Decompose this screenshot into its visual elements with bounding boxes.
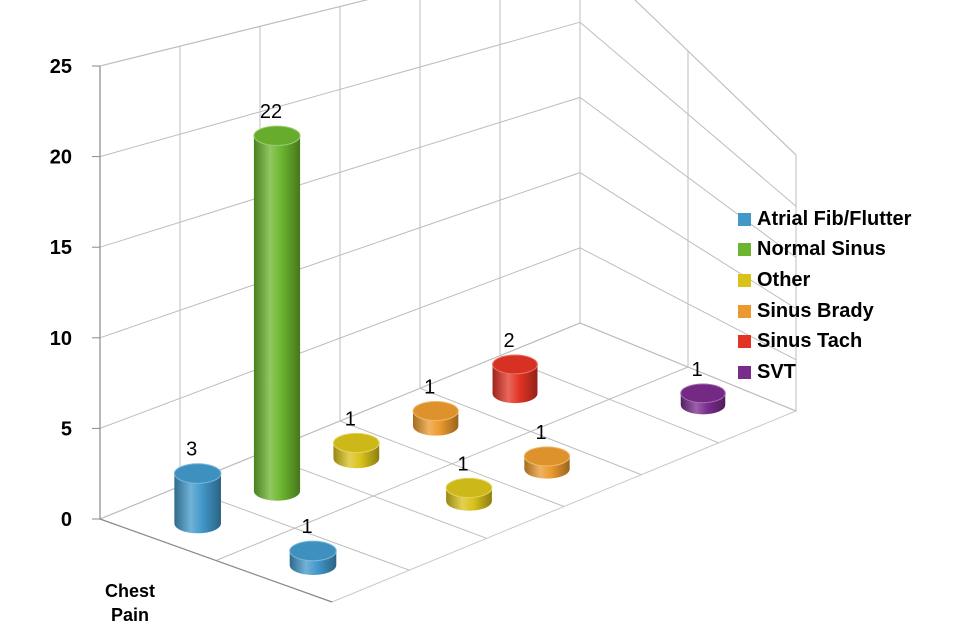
legend-swatch [738,273,751,287]
bar-other: 1 [445,453,493,511]
y-tick-label: 15 [50,237,72,259]
legend-swatch [738,304,751,318]
bar-top [680,383,726,404]
x-tick-label: Chest Pain [105,581,155,625]
bar-top [289,540,337,562]
x-tick-label-line: Pain [111,605,149,625]
y-tick-label: 5 [61,418,72,440]
legend-swatch [738,212,751,226]
data-label: 1 [424,376,435,398]
y-tick-label: 10 [50,328,72,350]
data-label: 3 [186,439,197,461]
legend-item: Sinus Tach [738,326,911,357]
data-label: 1 [345,408,356,430]
legend-item: SVT [738,357,911,388]
legend-swatch [738,335,751,349]
bar-atrial-fib-flutter: 3 [173,439,222,534]
bar-top [445,477,493,499]
data-label: 1 [535,422,546,444]
bar-top [332,432,380,454]
gridline-floor [215,366,689,561]
data-label: 22 [260,101,282,123]
legend-label: Sinus Brady [757,299,874,322]
bar-body [174,473,221,534]
bar-top [523,446,571,467]
bar-top [253,125,301,146]
bar-top [492,354,538,375]
y-axis: 0 5 10 15 20 25 [50,56,100,531]
chart-grid [98,0,798,603]
legend-label: Atrial Fib/Flutter [757,207,912,230]
data-label: 1 [301,516,312,538]
y-tick-label: 25 [50,56,72,78]
bar-sinus-brady: 1 [412,376,459,436]
bar-sinus-tach: 2 [492,330,538,404]
legend-label: Normal Sinus [757,238,886,261]
chart-legend: Atrial Fib/Flutter Normal Sinus Other Si… [738,204,911,388]
bar-normal-sinus: 22 [253,101,301,501]
bar-top [412,400,459,422]
bar-top [173,463,222,484]
x-axis-line [99,518,333,603]
bar-body [253,135,301,501]
y-tick-label: 0 [61,509,72,531]
bar-atrial-fib-flutter: 1 [289,516,337,576]
legend-label: SVT [757,360,796,383]
bar-body [492,364,538,404]
data-label: 1 [691,359,702,381]
bar-sinus-brady: 1 [523,422,571,479]
y-tick-label: 20 [50,147,72,169]
bar-svt: 1 [680,359,726,415]
legend-item: Other [738,265,911,296]
legend-swatch [738,243,751,257]
legend-item: Atrial Fib/Flutter [738,204,911,235]
legend-label: Other [757,268,811,291]
x-tick-label-line: Chest [105,581,155,601]
data-label: 2 [503,330,514,352]
legend-label: Sinus Tach [757,330,863,353]
x-axis: ChestPainRhythm [105,581,280,634]
legend-item: Normal Sinus [738,235,911,266]
chart-bars: 1 2 1 1 1 1 22 1 3 [173,101,726,576]
data-label: 1 [457,453,468,475]
bar-other: 1 [332,408,380,469]
legend-swatch [738,365,751,379]
legend-item: Sinus Brady [738,296,911,327]
